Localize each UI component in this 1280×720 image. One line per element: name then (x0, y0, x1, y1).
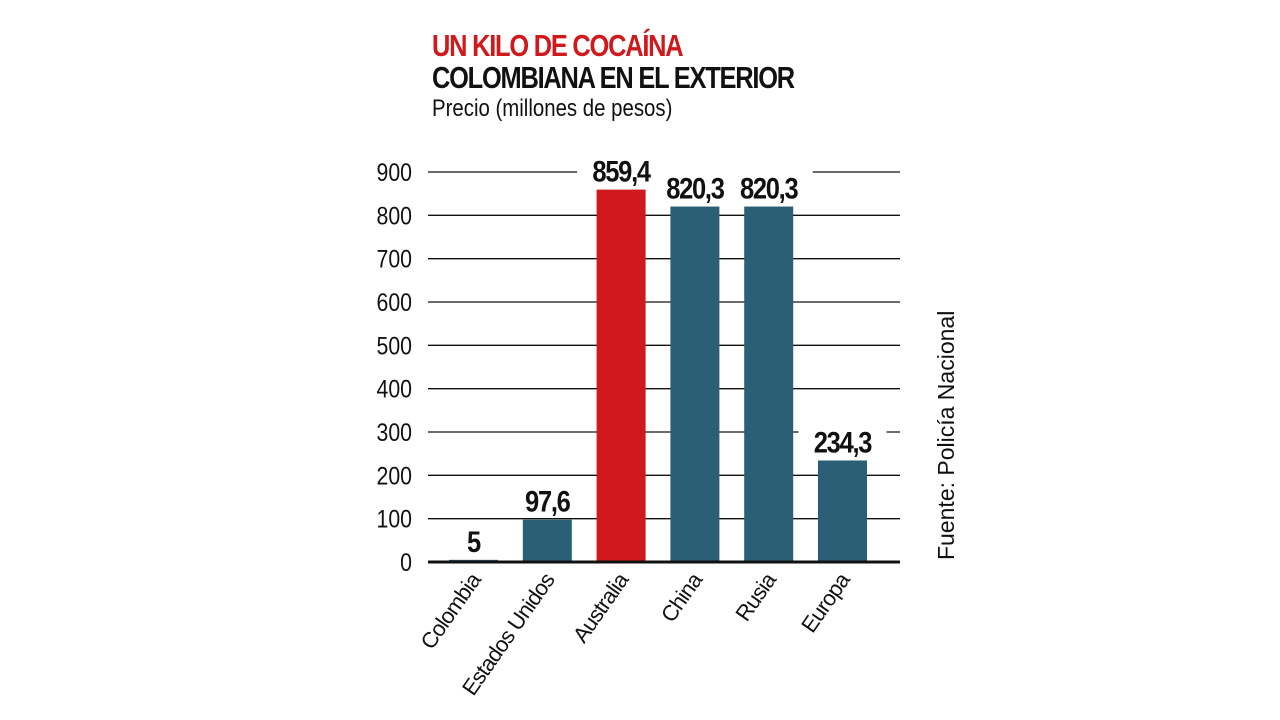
label-mask (650, 170, 739, 203)
label-mask (429, 523, 518, 556)
data-label: 234,3 (814, 426, 872, 459)
y-tick-label: 200 (377, 462, 412, 490)
y-tick-label: 600 (377, 288, 412, 316)
chart-title: UN KILO DE COCAÍNA (432, 28, 684, 63)
bar-china (670, 206, 720, 562)
x-tick-label: China (656, 567, 708, 626)
data-label: 820,3 (666, 172, 724, 205)
chart-subtitle: Precio (millones de pesos) (432, 95, 673, 122)
x-tick-label: Australia (568, 567, 634, 647)
label-mask (724, 170, 813, 203)
y-tick-label: 400 (377, 375, 412, 403)
x-tick-label: Rusia (730, 567, 781, 625)
data-label: 859,4 (592, 155, 651, 188)
y-tick-label: 700 (377, 245, 412, 273)
data-label: 97,6 (525, 485, 570, 518)
data-label: 5 (467, 525, 481, 558)
x-tick-label: Europa (796, 567, 855, 637)
label-mask (577, 153, 666, 186)
label-mask (503, 483, 592, 516)
y-tick-label: 900 (377, 158, 412, 186)
y-tick-label: 100 (377, 505, 412, 533)
bar-europa (818, 460, 867, 562)
x-tick-label: Colombia (415, 567, 486, 654)
y-tick-label: 500 (377, 332, 412, 360)
bar-estados-unidos (522, 519, 572, 562)
y-tick-label: 0 (400, 548, 412, 576)
data-label: 820,3 (740, 172, 798, 205)
bar-rusia (744, 206, 794, 562)
y-tick-label: 300 (377, 418, 412, 446)
chart-title-line2: COLOMBIANA EN EL EXTERIOR (432, 60, 795, 95)
label-mask (798, 424, 887, 457)
bar-australia (596, 189, 646, 563)
y-tick-label: 800 (377, 202, 412, 230)
